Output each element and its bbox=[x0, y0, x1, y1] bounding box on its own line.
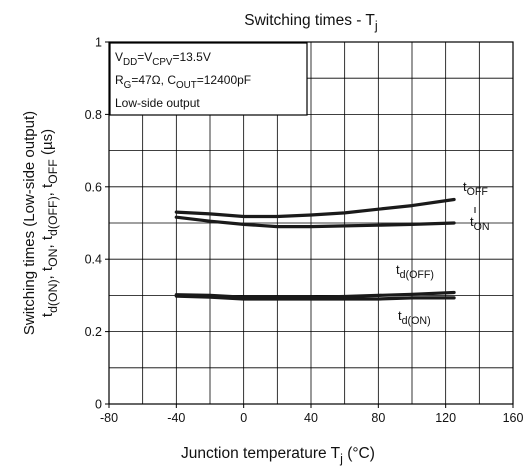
y-tick-label: 1 bbox=[95, 36, 102, 50]
y-axis-label-line2: td(ON), tON, td(OFF), tOFF (µs) bbox=[39, 129, 60, 317]
y-tick-label: 0.4 bbox=[85, 253, 102, 267]
series-line-tdon bbox=[174, 294, 456, 301]
y-tick-label: 0.8 bbox=[85, 108, 102, 122]
series-line-ton bbox=[174, 215, 456, 229]
y-axis-label-line1: Switching times (Low-side output) bbox=[21, 111, 38, 335]
x-tick-label: 160 bbox=[503, 411, 524, 425]
series-line-toff bbox=[174, 197, 456, 219]
y-tick-label: 0 bbox=[95, 398, 102, 412]
conditions-line: RG=47Ω, COUT=12400pF bbox=[115, 73, 251, 91]
series-label-toff: tOFF bbox=[463, 179, 488, 198]
x-tick-label: 40 bbox=[304, 411, 318, 425]
series-label-ton: tON bbox=[470, 214, 490, 233]
x-tick-label: 0 bbox=[240, 411, 247, 425]
y-tick-label: 0.2 bbox=[85, 325, 102, 339]
conditions-line: Low-side output bbox=[115, 96, 200, 110]
series-line-tdoff bbox=[174, 290, 456, 299]
conditions-line: VDD=VCPV=13.5V bbox=[115, 50, 211, 68]
conditions-box bbox=[109, 42, 308, 116]
x-tick-label: 120 bbox=[435, 411, 456, 425]
x-axis-label: Junction temperature Tj (°C) bbox=[181, 445, 375, 466]
x-tick-label: -80 bbox=[100, 411, 118, 425]
x-tick-label: 80 bbox=[371, 411, 385, 425]
y-tick-label: 0.6 bbox=[85, 180, 102, 194]
x-tick-label: -40 bbox=[167, 411, 185, 425]
series-label-tdoff: td(OFF) bbox=[396, 262, 434, 281]
series-label-tdon: td(ON) bbox=[398, 308, 431, 327]
chart-title: Switching times - Tj bbox=[244, 12, 377, 33]
